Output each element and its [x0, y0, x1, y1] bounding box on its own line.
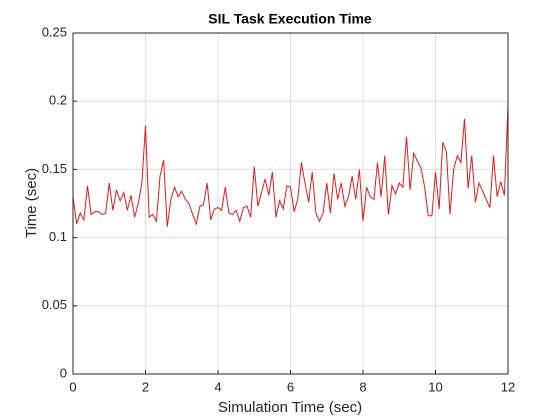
x-tick-label: 8 [359, 379, 366, 394]
axes-box [72, 32, 509, 375]
y-tick-label: 0.15 [42, 161, 67, 176]
y-tick-label: 0.25 [42, 24, 67, 39]
x-axis-label: Simulation Time (sec) [218, 399, 362, 416]
chart-title: SIL Task Execution Time [208, 11, 372, 27]
x-tick-label: 10 [428, 379, 442, 394]
y-tick-label: 0.05 [42, 297, 67, 312]
y-tick-label: 0.2 [49, 93, 67, 108]
data-line [72, 105, 509, 227]
y-axis-label: Time (sec) [23, 168, 40, 238]
y-tick-label: 0 [60, 365, 67, 380]
x-tick-label: 6 [287, 379, 294, 394]
x-tick-label: 0 [69, 379, 76, 394]
x-tick-label: 4 [214, 379, 221, 394]
x-tick-label: 2 [142, 379, 149, 394]
x-tick-label: 12 [501, 379, 515, 394]
y-tick-label: 0.1 [49, 229, 67, 244]
